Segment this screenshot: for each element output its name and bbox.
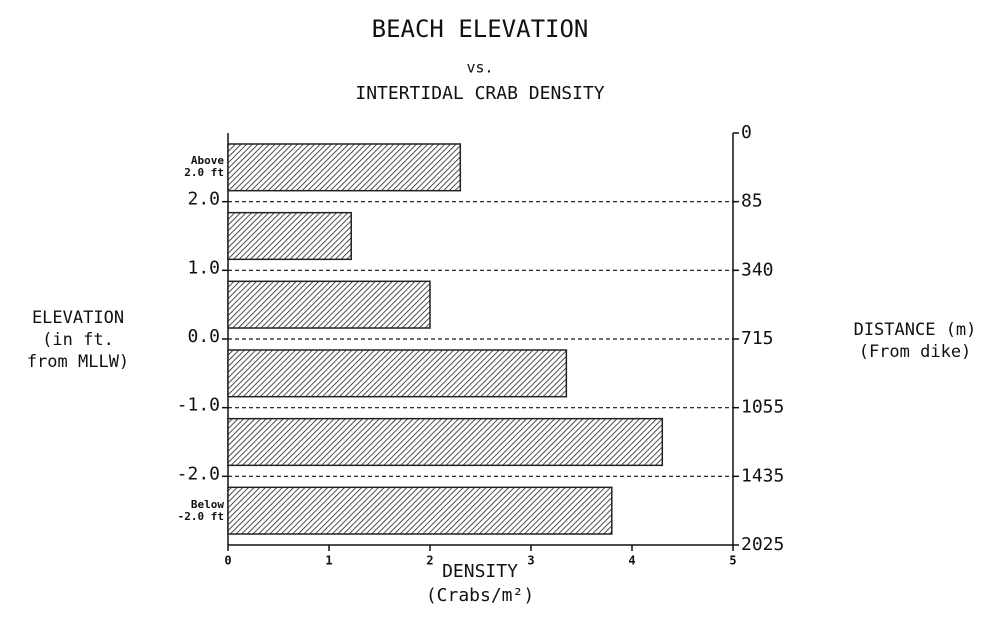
bar (227, 280, 431, 329)
category-label: Below -2.0 ft (177, 497, 224, 523)
x-tick-label: 0 (224, 554, 231, 568)
y2-tick-label: 1435 (741, 465, 784, 486)
x-tick-label: 4 (628, 554, 635, 568)
bar (227, 417, 664, 467)
y2-tick-label: 340 (741, 259, 774, 280)
bar (227, 486, 613, 535)
y-axis-label: ELEVATION (32, 308, 124, 328)
bar (227, 349, 568, 398)
y2-tick-label: 0 (741, 122, 752, 143)
y2-axis-label: (From dike) (859, 342, 972, 362)
y-tick-label: 1.0 (187, 257, 220, 278)
bar (227, 143, 462, 192)
x-axis-label: (Crabs/m²) (426, 585, 534, 606)
category-label: Above 2.0 ft (184, 154, 224, 180)
y-axis-label: (in ft. (42, 330, 114, 350)
x-tick-label: 2 (426, 554, 433, 568)
y-axis-label: from MLLW) (27, 352, 129, 372)
y2-tick-label: 715 (741, 328, 774, 349)
x-tick-label: 5 (729, 554, 736, 568)
bar (227, 211, 352, 261)
y-tick-label: -2.0 (177, 463, 220, 484)
y-tick-label: 0.0 (187, 326, 220, 347)
chart-title: BEACH ELEVATION (372, 15, 589, 43)
y2-axis-label: DISTANCE (m) (854, 320, 977, 340)
y2-tick-label: 1055 (741, 397, 784, 418)
y-tick-label: 2.0 (187, 189, 220, 210)
chart-subtitle: INTERTIDAL CRAB DENSITY (355, 83, 604, 104)
y2-tick-label: 2025 (741, 534, 784, 555)
y2-tick-label: 85 (741, 191, 763, 212)
x-axis-label: DENSITY (442, 561, 518, 582)
x-tick-label: 1 (325, 554, 332, 568)
chart-subtitle: vs. (466, 59, 493, 77)
y-tick-label: -1.0 (177, 395, 220, 416)
x-tick-label: 3 (527, 554, 534, 568)
